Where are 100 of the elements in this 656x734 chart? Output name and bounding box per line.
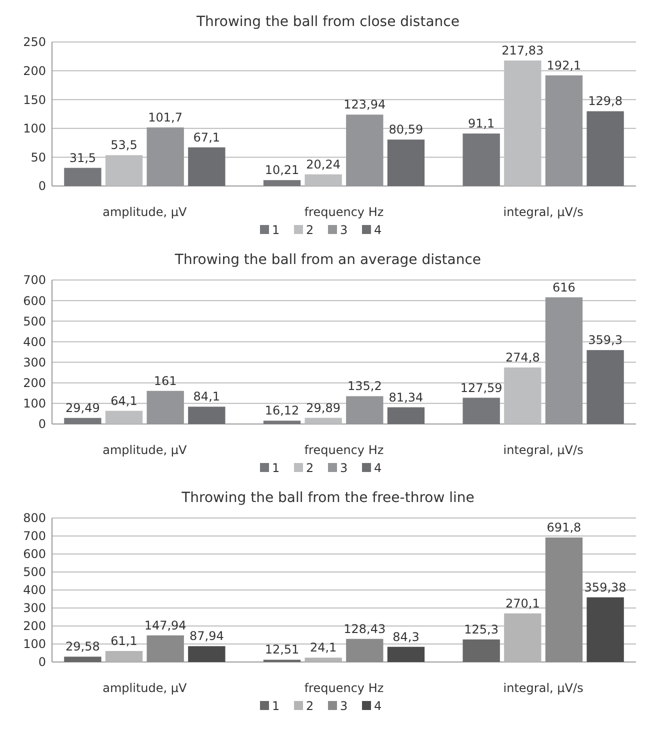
- y-tick-label: 500: [23, 565, 46, 580]
- bar: [586, 350, 624, 424]
- data-label: 64,1: [110, 394, 138, 408]
- data-label: 16,12: [264, 404, 300, 418]
- bar: [387, 407, 425, 424]
- x-tick-label: integral, µV/s: [503, 205, 584, 219]
- bar: [304, 174, 342, 186]
- data-label: 129,8: [588, 94, 622, 108]
- bar: [346, 638, 384, 662]
- bar: [263, 180, 301, 186]
- bar: [105, 651, 143, 662]
- data-label: 217,83: [502, 44, 544, 58]
- data-label: 161: [154, 374, 177, 388]
- data-label: 10,21: [264, 163, 300, 178]
- bar: [586, 111, 624, 186]
- bar: [64, 168, 102, 186]
- bar: [545, 537, 583, 662]
- x-tick-label: integral, µV/s: [503, 681, 584, 695]
- legend-label: 1: [272, 223, 280, 237]
- data-label: 147,94: [144, 618, 186, 632]
- data-label: 123,94: [344, 98, 386, 112]
- y-tick-label: 600: [23, 547, 46, 562]
- data-label: 359,38: [584, 580, 626, 594]
- y-tick-label: 100: [23, 396, 46, 411]
- data-label: 53,5: [110, 138, 138, 152]
- bar: [304, 658, 342, 662]
- x-tick-label: amplitude, µV: [102, 205, 188, 219]
- data-label: 29,58: [66, 640, 100, 654]
- y-tick-label: 800: [23, 511, 46, 526]
- data-label: 359,3: [588, 333, 622, 348]
- data-label: 87,94: [189, 629, 224, 644]
- data-label: 192,1: [546, 58, 582, 72]
- x-tick-label: frequency Hz: [304, 681, 384, 695]
- data-label: 101,7: [148, 110, 183, 124]
- data-label: 24,1: [310, 640, 337, 655]
- y-tick-label: 500: [23, 314, 46, 328]
- y-tick-label: 700: [23, 273, 46, 288]
- bar: [586, 597, 624, 662]
- bar: [387, 140, 425, 186]
- chart-title: Throwing the ball from the free-throw line: [180, 490, 474, 506]
- bar: [304, 418, 342, 424]
- legend-label: 1: [272, 461, 280, 475]
- bar: [263, 420, 301, 424]
- bar: [188, 147, 226, 186]
- data-label: 127,59: [460, 380, 502, 395]
- legend-label: 2: [306, 461, 314, 475]
- bar: [105, 410, 143, 424]
- y-tick-label: 300: [23, 601, 46, 616]
- data-label: 128,43: [344, 622, 386, 636]
- data-label: 691,8: [546, 520, 582, 534]
- legend-label: 4: [374, 223, 382, 237]
- y-tick-label: 0: [38, 179, 46, 194]
- data-label: 29,89: [306, 400, 341, 415]
- x-tick-label: integral, µV/s: [503, 443, 584, 457]
- legend-label: 3: [340, 699, 348, 713]
- bar: [188, 406, 226, 424]
- data-label: 67,1: [193, 130, 220, 144]
- bar: [462, 134, 500, 186]
- data-label: 91,1: [468, 116, 495, 131]
- bar: [387, 646, 425, 662]
- y-tick-label: 400: [23, 334, 46, 349]
- legend-label: 1: [272, 699, 280, 713]
- y-tick-label: 0: [38, 655, 46, 670]
- y-tick-label: 0: [38, 417, 46, 432]
- data-label: 135,2: [347, 379, 382, 394]
- data-label: 80,59: [388, 122, 424, 137]
- x-tick-label: amplitude, µV: [102, 443, 188, 457]
- bar: [462, 639, 500, 662]
- y-tick-label: 150: [23, 92, 46, 107]
- y-tick-label: 250: [23, 35, 46, 50]
- data-label: 20,24: [306, 157, 341, 172]
- legend-label: 2: [306, 699, 314, 713]
- data-label: 12,51: [264, 642, 300, 657]
- data-label: 61,1: [110, 634, 138, 648]
- data-label: 84,3: [392, 630, 420, 644]
- x-tick-label: frequency Hz: [304, 443, 384, 457]
- data-label: 84,1: [193, 390, 220, 404]
- legend-label: 3: [340, 223, 348, 237]
- x-tick-label: frequency Hz: [304, 205, 384, 219]
- data-label: 29,49: [66, 400, 100, 415]
- bar: [146, 635, 184, 662]
- y-tick-label: 200: [23, 64, 46, 78]
- bar: [188, 646, 226, 662]
- data-label: 274,8: [505, 350, 540, 364]
- bar: [64, 656, 102, 662]
- legend-label: 3: [340, 461, 348, 475]
- legend-label: 2: [306, 223, 314, 237]
- y-tick-label: 100: [23, 637, 46, 652]
- legend-label: 4: [374, 461, 382, 475]
- y-tick-label: 700: [23, 529, 46, 544]
- y-tick-label: 100: [23, 122, 46, 136]
- data-label: 31,5: [69, 150, 96, 165]
- y-tick-label: 300: [23, 355, 46, 370]
- legend-label: 4: [374, 699, 382, 713]
- data-label: 125,3: [464, 622, 499, 636]
- data-label: 616: [552, 280, 576, 294]
- y-tick-label: 400: [23, 583, 46, 598]
- data-label: 81,34: [388, 390, 424, 404]
- chart-title: Throwing the ball from close distance: [196, 14, 460, 30]
- bar: [462, 398, 500, 424]
